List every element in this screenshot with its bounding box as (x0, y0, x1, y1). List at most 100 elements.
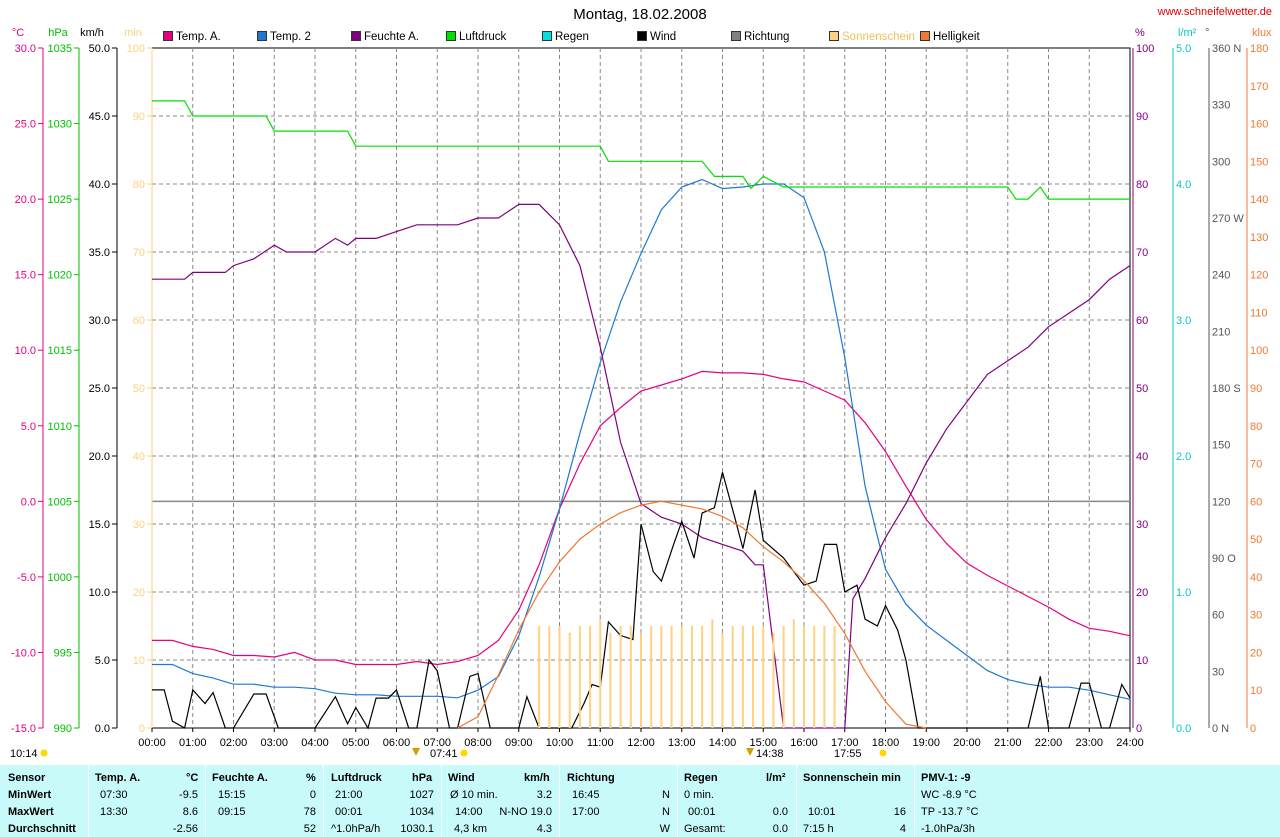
hum-avg-value: 52 (303, 823, 316, 835)
press-tick-label: 1005 (48, 496, 72, 508)
lux-tick-label: 180 (1250, 43, 1268, 55)
rain-tick-label: 1.0 (1176, 587, 1191, 599)
wind-line (152, 472, 1131, 730)
hum-tick-label: 90 (1136, 111, 1148, 123)
temp-header: Temp. A. (95, 772, 141, 784)
sun-tick-label: 60 (133, 315, 145, 327)
rain-unit: l/m² (766, 772, 786, 784)
dir-header: Richtung (567, 772, 615, 784)
sun-tick-label: 90 (133, 111, 145, 123)
wind-axis-unit: km/h (80, 27, 104, 39)
wind-tick-label: 35.0 (89, 247, 110, 259)
temp-tick-label: -10.0 (11, 647, 36, 659)
legend-swatch (542, 31, 552, 41)
press-unit: hPa (412, 772, 433, 784)
legend-item: Temp. 2 (257, 31, 311, 43)
sun-tick-label: 0 (139, 723, 145, 735)
sun-tick-label: 20 (133, 587, 145, 599)
temp-avg-value: -2.56 (172, 823, 198, 835)
wind-tick-label: 25.0 (89, 383, 110, 395)
x-tick-label: 18:00 (872, 737, 900, 749)
press-tick-label: 1025 (48, 194, 72, 206)
lux-tick-label: 110 (1250, 307, 1268, 319)
dir-max-value: N (662, 806, 670, 818)
dir-tick-label: 360 N (1212, 43, 1241, 55)
hum-tick-label: 80 (1136, 179, 1148, 191)
legend-item: Richtung (731, 31, 789, 43)
row-label-avg: Durchschnitt (8, 823, 76, 835)
legend-label: Richtung (744, 31, 790, 43)
legend-item: Luftdruck (446, 31, 506, 43)
pmv-windchill: WC -8.9 °C (921, 789, 977, 801)
wind-unit: km/h (524, 772, 550, 784)
sun-tick-label: 100 (127, 43, 145, 55)
legend-label: Wind (650, 31, 677, 43)
x-tick-label: 08:00 (464, 737, 492, 749)
x-tick-label: 04:00 (301, 737, 329, 749)
rain-min-label: 0 min. (684, 789, 714, 801)
legend-item: Wind (637, 31, 676, 43)
pmv-header: PMV-1: -9 (921, 772, 971, 784)
wind-tick-label: 10.0 (89, 587, 110, 599)
hum-min-value: 0 (309, 789, 316, 801)
hum-tick-label: 70 (1136, 247, 1148, 259)
legend-label: Temp. 2 (270, 31, 311, 43)
rain-tick-label: 3.0 (1176, 315, 1191, 327)
wind-tick-label: 30.0 (89, 315, 110, 327)
sun-avg-value: 4 (899, 823, 906, 835)
press-tick-label: 995 (54, 647, 72, 659)
wind-tick-label: 15.0 (89, 519, 110, 531)
pmv-dewpoint: TP -13.7 °C (921, 806, 979, 818)
x-tick-label: 07:00 (423, 737, 451, 749)
dir-tick-label: 120 (1212, 496, 1230, 508)
lux-tick-label: 40 (1250, 572, 1262, 584)
dir-tick-label: 270 W (1212, 213, 1244, 225)
press-min-time: 21:00 (335, 789, 363, 801)
press-axis-unit: hPa (48, 27, 68, 39)
x-tick-label: 14:00 (709, 737, 737, 749)
weather-chart: °C 30.0 25.0 20.0 15.0 10.0 5.0 0.0 -5.0 -10.0 -15… (10, 27, 1272, 760)
lux-tick-label: 170 (1250, 81, 1268, 93)
legend-swatch (731, 31, 741, 41)
press-min-value: 1027 (409, 789, 434, 801)
rain-header: Regen (684, 772, 718, 784)
lux-tick-label: 120 (1250, 270, 1268, 282)
temp-tick-label: 20.0 (15, 194, 36, 206)
legend-label: Feuchte A. (364, 31, 419, 43)
rain-total-label: Gesamt: (684, 823, 726, 835)
press-tick-label: 1000 (48, 572, 72, 584)
hum-tick-label: 100 (1136, 43, 1154, 55)
row-label-max: MaxWert (8, 806, 54, 818)
sun-tick-label: 40 (133, 451, 145, 463)
temp-tick-label: 15.0 (15, 270, 36, 282)
dir-tick-label: 300 (1212, 156, 1230, 168)
press-max-value: 1034 (409, 806, 434, 818)
rain-total-value: 0.0 (772, 823, 788, 835)
legend-label: Temp. A. (176, 31, 221, 43)
x-tick-label: 21:00 (994, 737, 1022, 749)
temp-tick-label: 0.0 (21, 496, 36, 508)
website-url[interactable]: www.schneifelwetter.de (1157, 6, 1272, 18)
dir-max-time: 17:00 (572, 806, 600, 818)
temp-unit: °C (186, 772, 199, 784)
legend-item: Feuchte A. (351, 31, 419, 43)
dir-tick-label: 210 (1212, 326, 1230, 338)
rain-max-value: 0.0 (772, 806, 788, 818)
press-tick-label: 1010 (48, 421, 72, 433)
legend-swatch (163, 31, 173, 41)
wind-tick-label: 5.0 (95, 655, 110, 667)
legend-swatch (351, 31, 361, 41)
x-tick-label: 06:00 (383, 737, 411, 749)
row-label-min: MinWert (8, 789, 52, 801)
hum-tick-label: 20 (1136, 587, 1148, 599)
hum-tick-label: 40 (1136, 451, 1148, 463)
x-tick-label: 05:00 (342, 737, 370, 749)
legend-swatch (829, 31, 839, 41)
x-tick-label: 13:00 (668, 737, 696, 749)
lux-tick-label: 100 (1250, 345, 1268, 357)
x-tick-label: 10:00 (546, 737, 574, 749)
wind-tick-label: 50.0 (89, 43, 110, 55)
helligkeit-line (457, 500, 927, 729)
temp-min-value: -9.5 (179, 789, 198, 801)
legend-item: Sonnenschein (829, 31, 915, 43)
